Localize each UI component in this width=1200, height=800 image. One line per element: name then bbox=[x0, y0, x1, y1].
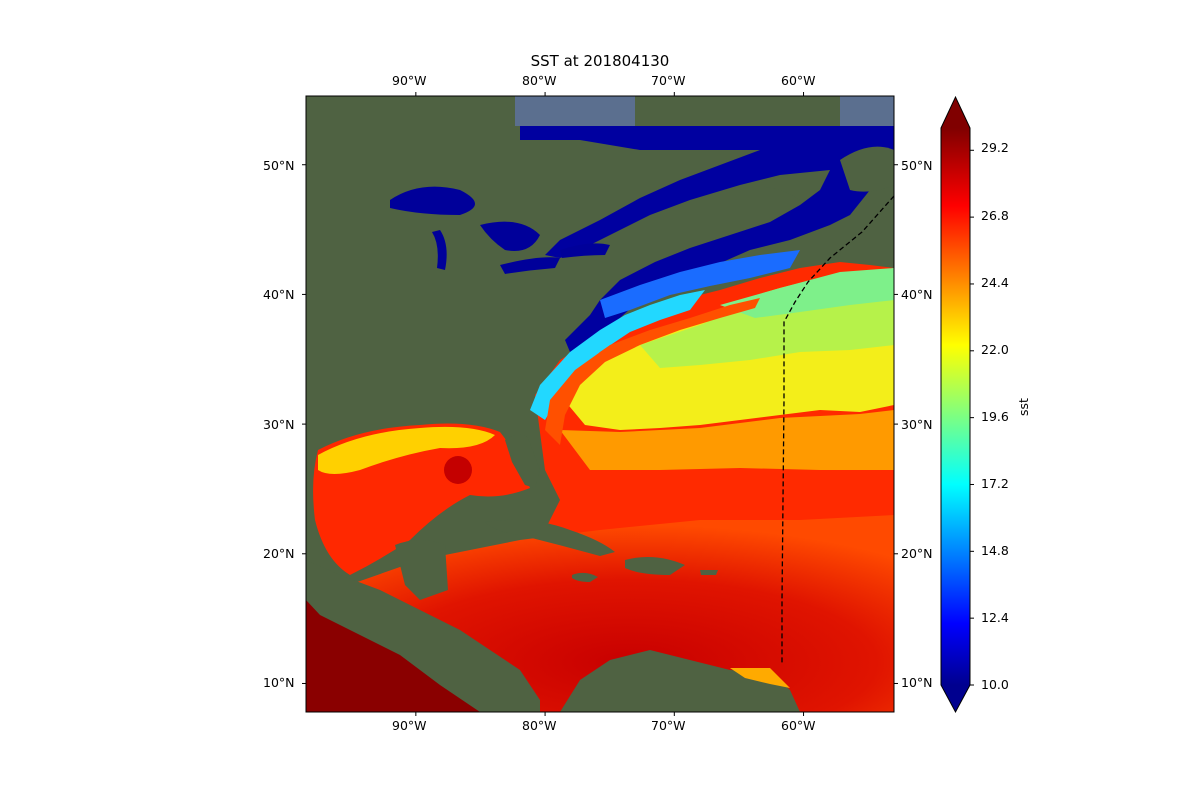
colorbar-extend-min bbox=[941, 685, 970, 712]
cb-tick-label: 14.8 bbox=[981, 543, 1009, 558]
lat-tick-right-10n: 10°N bbox=[901, 675, 933, 690]
lat-tick-left-10n: 10°N bbox=[263, 675, 295, 690]
dashed-boundary-line bbox=[781, 195, 894, 665]
colorbar bbox=[940, 95, 974, 714]
northern-water bbox=[515, 96, 635, 126]
lat-tick-right-40n: 40°N bbox=[901, 287, 933, 302]
lat-tick-right-30n: 30°N bbox=[901, 417, 933, 432]
south-america bbox=[560, 650, 800, 712]
cb-tick-label: 29.2 bbox=[981, 140, 1009, 155]
cb-tick-label: 26.8 bbox=[981, 208, 1009, 223]
lat-tick-right-20n: 20°N bbox=[901, 546, 933, 561]
lon-tick-top-80w: 80°W bbox=[522, 73, 557, 88]
lake-ontario bbox=[560, 243, 610, 258]
lon-tick-bottom-80w: 80°W bbox=[522, 718, 557, 733]
yucatan bbox=[395, 540, 448, 600]
map-title: SST at 201804130 bbox=[530, 52, 670, 70]
central-america bbox=[306, 560, 540, 712]
lat-tick-left-20n: 20°N bbox=[263, 546, 295, 561]
cb-tick-label: 19.6 bbox=[981, 409, 1009, 424]
cb-tick-label: 12.4 bbox=[981, 610, 1009, 625]
lon-tick-bottom-70w: 70°W bbox=[651, 718, 686, 733]
cuba bbox=[485, 519, 615, 556]
lake-erie bbox=[500, 257, 560, 274]
hispaniola bbox=[625, 556, 685, 575]
transition-belt bbox=[560, 410, 894, 470]
cb-tick-label: 22.0 bbox=[981, 342, 1009, 357]
gulf-stream bbox=[545, 298, 760, 445]
lon-tick-top-90w: 90°W bbox=[392, 73, 427, 88]
lat-tick-left-50n: 50°N bbox=[263, 158, 295, 173]
lon-tick-top-70w: 70°W bbox=[651, 73, 686, 88]
newfoundland bbox=[840, 146, 894, 192]
colorbar-gradient bbox=[941, 128, 970, 685]
jamaica bbox=[572, 572, 598, 582]
colorbar-tick-marks bbox=[970, 149, 974, 686]
lat-tick-right-50n: 50°N bbox=[901, 158, 933, 173]
pacific-ocean bbox=[306, 600, 480, 712]
florida bbox=[505, 434, 540, 488]
nova-scotia bbox=[740, 186, 800, 210]
lon-tick-bottom-60w: 60°W bbox=[781, 718, 816, 733]
lake-huron bbox=[480, 221, 540, 251]
colorbar-extend-max bbox=[941, 97, 970, 128]
lat-tick-left-40n: 40°N bbox=[263, 287, 295, 302]
coastal-cold-wedge bbox=[530, 290, 705, 420]
lake-michigan bbox=[432, 230, 447, 270]
cb-tick-label: 17.2 bbox=[981, 476, 1009, 491]
colorbar-label: sst bbox=[1016, 398, 1031, 416]
lat-tick-left-30n: 30°N bbox=[263, 417, 295, 432]
lake-superior bbox=[390, 186, 475, 215]
map-tick-marks bbox=[302, 92, 898, 716]
cb-tick-label: 24.4 bbox=[981, 275, 1009, 290]
map-frame bbox=[305, 95, 895, 713]
lon-tick-top-60w: 60°W bbox=[781, 73, 816, 88]
sst-map bbox=[306, 96, 894, 712]
lon-tick-bottom-90w: 90°W bbox=[392, 718, 427, 733]
cb-tick-label: 10.0 bbox=[981, 677, 1009, 692]
